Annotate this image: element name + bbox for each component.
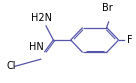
Text: Br: Br: [102, 3, 113, 13]
Text: H2N: H2N: [31, 13, 52, 23]
Text: F: F: [127, 35, 133, 45]
Text: Cl: Cl: [7, 61, 16, 71]
Text: HN: HN: [29, 42, 43, 52]
